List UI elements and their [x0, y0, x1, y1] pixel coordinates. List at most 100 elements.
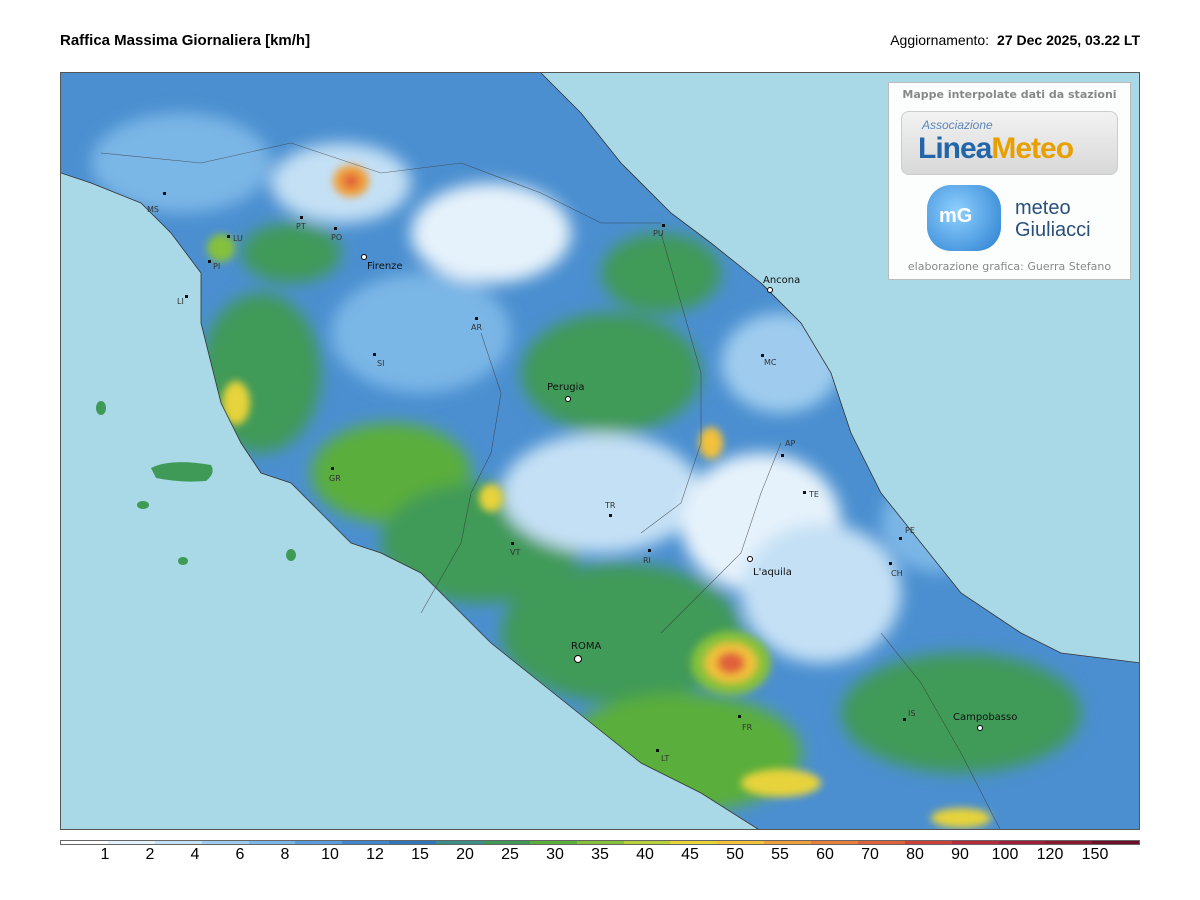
island-giglio: [178, 557, 188, 565]
adriatic-coast: [540, 73, 1139, 664]
prov-label-is: IS: [908, 709, 915, 718]
border-lazio-abruzzo: [660, 442, 782, 634]
legend-tick-label: 120: [1036, 846, 1064, 863]
legend-tick-label: 100: [991, 846, 1019, 863]
legend-swatch: [1092, 841, 1140, 844]
legend-swatch: [342, 841, 390, 844]
prov-label-pu: PU: [653, 229, 664, 238]
prov-label-ar: AR: [471, 323, 482, 332]
legend-tick-label: 4: [190, 846, 200, 863]
legend-tick-label: 150: [1081, 846, 1109, 863]
legend-swatch: [998, 841, 1046, 844]
prov-label-po: PO: [331, 233, 342, 242]
prov-label-li: LI: [177, 297, 184, 306]
prov-label-fr: FR: [742, 723, 753, 732]
legend-swatch: [857, 841, 905, 844]
city-dot-campobasso: [977, 725, 983, 731]
legend-swatch: [61, 841, 108, 844]
legend-swatch: [482, 841, 530, 844]
legend-tick-label: 50: [726, 846, 744, 863]
city-label-ancona: Ancona: [763, 275, 800, 286]
prov-label-gr: GR: [329, 474, 341, 483]
update-info: Aggiornamento: 27 Dec 2025, 03.22 LT: [890, 32, 1140, 48]
prov-label-ch: CH: [891, 569, 903, 578]
city-dot-ancona: [767, 287, 773, 293]
prov-label-mc: MC: [764, 358, 777, 367]
legend-swatch: [951, 841, 999, 844]
update-label: Aggiornamento:: [890, 32, 990, 48]
prov-label-tr: TR: [604, 501, 616, 510]
map-title: Raffica Massima Giornaliera [km/h]: [60, 32, 311, 49]
city-label-perugia: Perugia: [547, 382, 585, 393]
border-abruzzo-molise: [880, 632, 1001, 829]
logo-box-header: Mappe interpolate dati da stazioni: [902, 88, 1117, 101]
prov-label-pe: PE: [905, 526, 915, 535]
legend-swatch: [248, 841, 296, 844]
legend-tick-label: 12: [366, 846, 384, 863]
legend-swatch: [904, 841, 952, 844]
linea-meteo-name: LineaMeteo: [918, 132, 1074, 165]
prov-label-ms: MS: [147, 205, 159, 214]
province-markers: MS LU PI LI PT PO PU AR SI MC AP TE GR T…: [147, 192, 915, 763]
prov-label-ap: AP: [785, 439, 795, 448]
tyrrhenian-coast: [61, 172, 759, 829]
legend-tick-label: 15: [411, 846, 429, 863]
map-svg: Firenze Ancona Perugia L'aquila ROMA Cam…: [61, 73, 1139, 829]
sponsor-logo-box: Mappe interpolate dati da stazioni Assoc…: [888, 82, 1131, 280]
prov-label-pi: PI: [213, 262, 220, 271]
border-tuscany-umbria: [420, 332, 502, 614]
legend-swatch: [107, 841, 155, 844]
legend-tick-label: 55: [771, 846, 789, 863]
update-value: 27 Dec 2025, 03.22 LT: [997, 32, 1140, 48]
legend-swatch: [764, 841, 811, 844]
border-umbria-marche: [640, 232, 702, 534]
city-dot-roma: [574, 655, 582, 663]
linea-meteo-logo: Associazione LineaMeteo: [901, 111, 1118, 175]
island-capraia: [96, 401, 106, 415]
prov-label-vt: VT: [510, 548, 520, 557]
legend-ticks: 1 2 4 6 8 10 12 15 20 25 30 35 40 45 50 55 60 70 80 90 100 12…: [60, 846, 1140, 866]
legend-swatch: [1045, 841, 1093, 844]
legend-tick-label: 70: [861, 846, 879, 863]
island-pianosa: [137, 501, 149, 509]
city-dot-laquila: [747, 556, 753, 562]
legend-swatch: [670, 841, 718, 844]
prov-label-ri: RI: [643, 556, 651, 565]
city-dot-firenze: [361, 254, 367, 260]
legend-tick-label: 40: [636, 846, 654, 863]
legend-swatch: [623, 841, 671, 844]
legend-tick-label: 1: [100, 846, 110, 863]
meteo-giuliacci-text: meteo Giuliacci: [1015, 197, 1091, 241]
prov-label-lt: LT: [661, 754, 669, 763]
island-giannutri: [286, 549, 296, 561]
legend-tick-label: 20: [456, 846, 474, 863]
border-north: [100, 142, 661, 224]
legend-tick-label: 30: [546, 846, 564, 863]
prov-label-si: SI: [377, 359, 384, 368]
legend-tick-label: 90: [951, 846, 969, 863]
legend-swatch: [811, 841, 858, 844]
prov-label-te: TE: [808, 490, 819, 499]
linea-meteo-assoc: Associazione: [922, 118, 993, 132]
legend-swatch: [295, 841, 343, 844]
legend-tick-label: 10: [321, 846, 339, 863]
legend-colorbar: [60, 840, 1140, 845]
legend-tick-label: 2: [145, 846, 155, 863]
legend-tick-label: 45: [681, 846, 699, 863]
legend-tick-label: 35: [591, 846, 609, 863]
city-label-roma: ROMA: [571, 641, 601, 652]
city-dot-perugia: [565, 396, 571, 402]
legend-swatch: [529, 841, 577, 844]
legend-swatch: [389, 841, 436, 844]
legend-tick-label: 6: [235, 846, 245, 863]
logo-credit: elaborazione grafica: Guerra Stefano: [907, 260, 1112, 273]
meteo-giuliacci-icon: mG: [927, 185, 1001, 251]
legend-tick-label: 60: [816, 846, 834, 863]
legend-swatch: [201, 841, 249, 844]
city-label-laquila: L'aquila: [753, 567, 792, 578]
legend-swatch: [576, 841, 624, 844]
legend-swatch: [154, 841, 202, 844]
legend-swatch: [717, 841, 765, 844]
city-markers: Firenze Ancona Perugia L'aquila ROMA Cam…: [361, 254, 1017, 731]
prov-label-pt: PT: [296, 222, 306, 231]
